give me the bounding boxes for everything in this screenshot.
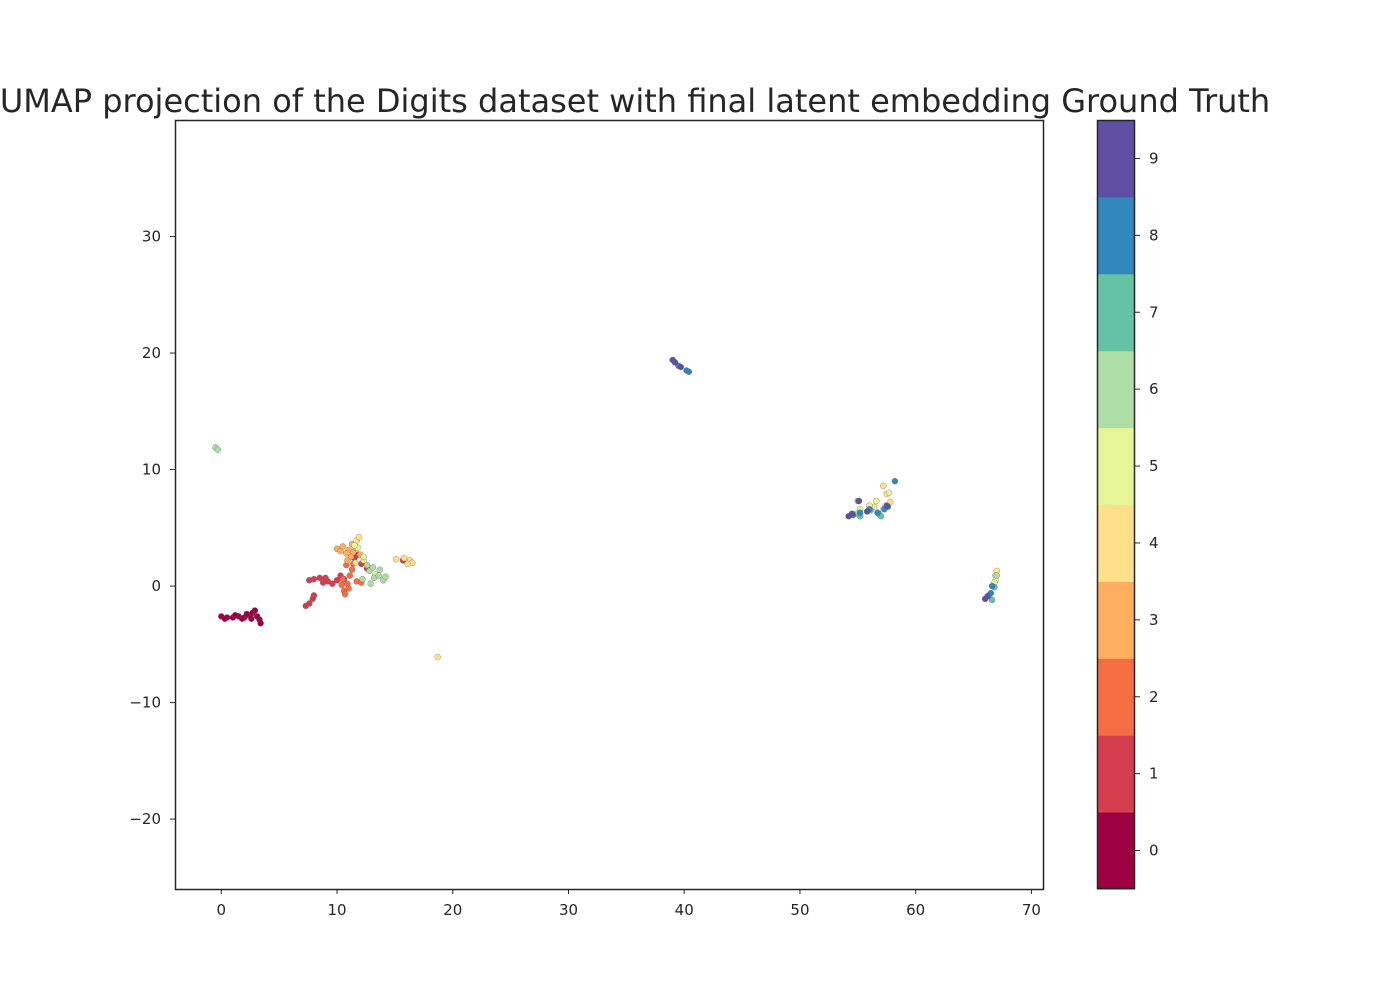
data-point-class-9 — [671, 359, 679, 366]
data-point-class-5 — [885, 489, 893, 496]
colorbar-tick-label: 5 — [1149, 457, 1159, 475]
colorbar-swatch-9 — [1097, 120, 1135, 198]
y-tick-label: 30 — [142, 228, 161, 246]
data-point-class-4 — [404, 560, 411, 568]
data-point-class-2 — [338, 581, 345, 589]
colorbar-swatch-4 — [1097, 504, 1135, 582]
colorbar-tick-label: 3 — [1149, 611, 1159, 629]
y-tick-label: 0 — [151, 577, 161, 595]
data-point-class-4 — [352, 559, 359, 566]
data-point-class-7 — [988, 596, 996, 604]
data-point-class-3 — [344, 557, 351, 564]
colorbar-swatch-7 — [1097, 273, 1135, 352]
x-tick-label: 10 — [327, 901, 346, 919]
colorbar-tick-label: 8 — [1149, 226, 1159, 244]
data-point-class-0 — [238, 615, 246, 622]
data-point-class-8 — [891, 478, 899, 485]
data-point-class-4 — [355, 533, 363, 541]
y-tick-label: 20 — [142, 344, 161, 362]
data-point-class-1 — [310, 592, 318, 599]
colorbar-tick-label: 7 — [1149, 303, 1159, 321]
colorbar-tick-label: 9 — [1149, 149, 1159, 167]
data-point-class-8 — [988, 582, 996, 590]
data-point-class-2 — [345, 585, 352, 592]
colorbar-swatch-5 — [1097, 427, 1135, 505]
x-axis: 0 10 20 30 40 50 60 70 — [217, 889, 1041, 919]
x-tick-label: 60 — [906, 901, 925, 919]
colorbar-swatch-3 — [1097, 581, 1135, 659]
x-tick-label: 0 — [217, 901, 227, 919]
data-point-class-0 — [243, 610, 250, 618]
y-tick-label: 10 — [142, 461, 161, 479]
data-point-class-8 — [685, 368, 693, 375]
data-point-class-6 — [382, 573, 389, 580]
y-axis: −20 −10 0 10 20 30 — [129, 228, 175, 828]
x-tick-label: 20 — [443, 901, 462, 919]
data-point-class-0 — [221, 615, 228, 622]
colorbar-tick-label: 2 — [1149, 688, 1159, 706]
colorbar-swatch-0 — [1097, 812, 1135, 890]
y-tick-label: −10 — [129, 694, 161, 712]
x-tick-label: 40 — [675, 901, 694, 919]
colorbar-frame — [1096, 119, 1136, 890]
data-point-class-6 — [214, 446, 221, 453]
data-point-class-8 — [874, 509, 881, 516]
data-point-class-5 — [360, 553, 367, 561]
colorbar-tick-label: 0 — [1149, 842, 1159, 860]
data-point-class-5 — [873, 497, 880, 505]
scatter-points — [212, 356, 1000, 661]
chart-title: UMAP projection of the Digits dataset wi… — [0, 82, 1270, 120]
data-point-class-9 — [848, 510, 856, 517]
y-tick-label: −20 — [129, 810, 161, 828]
data-point-class-9 — [677, 363, 684, 371]
data-point-class-9 — [984, 593, 991, 600]
data-point-class-6 — [363, 561, 371, 569]
data-point-class-6 — [367, 580, 374, 587]
data-point-class-2 — [346, 572, 353, 579]
data-point-class-6 — [359, 575, 366, 583]
data-point-class-1 — [319, 579, 327, 586]
data-point-class-5 — [351, 542, 358, 549]
data-point-class-6 — [369, 564, 377, 571]
data-point-class-4 — [392, 556, 400, 563]
x-tick-label: 30 — [559, 901, 578, 919]
x-tick-label: 70 — [1022, 901, 1041, 919]
x-tick-label: 50 — [790, 901, 809, 919]
colorbar-swatch-2 — [1097, 658, 1135, 736]
data-point-class-1 — [310, 575, 318, 583]
plot-area — [174, 119, 1045, 891]
data-point-class-6 — [375, 572, 382, 579]
data-point-class-4 — [880, 482, 887, 490]
colorbar-tick-label: 4 — [1149, 534, 1159, 552]
data-point-class-4 — [434, 653, 441, 661]
data-point-class-9 — [863, 508, 871, 515]
data-point-class-8 — [856, 509, 864, 516]
colorbar-swatch-6 — [1097, 350, 1135, 429]
data-point-class-4 — [401, 554, 408, 562]
data-point-class-0 — [251, 607, 259, 614]
data-point-class-0 — [248, 615, 255, 622]
data-point-class-6 — [376, 566, 383, 573]
colorbar-swatch-1 — [1097, 735, 1135, 813]
colorbar-tick-label: 6 — [1149, 380, 1159, 398]
data-point-class-2 — [348, 566, 356, 573]
data-point-class-2 — [341, 591, 349, 598]
data-point-class-3 — [337, 547, 344, 555]
colorbar: 0 1 2 3 4 5 6 7 8 9 — [1096, 119, 1159, 890]
data-point-class-6 — [993, 572, 1000, 579]
data-point-class-0 — [257, 620, 264, 627]
data-point-class-1 — [306, 600, 313, 607]
data-point-class-0 — [232, 612, 239, 619]
colorbar-tick-label: 1 — [1149, 765, 1159, 783]
data-point-class-1 — [329, 580, 336, 587]
data-point-class-9 — [883, 502, 890, 509]
colorbar-swatch-8 — [1097, 196, 1135, 275]
data-point-class-2 — [339, 575, 346, 583]
data-point-class-3 — [343, 550, 350, 557]
data-point-class-9 — [855, 497, 863, 505]
